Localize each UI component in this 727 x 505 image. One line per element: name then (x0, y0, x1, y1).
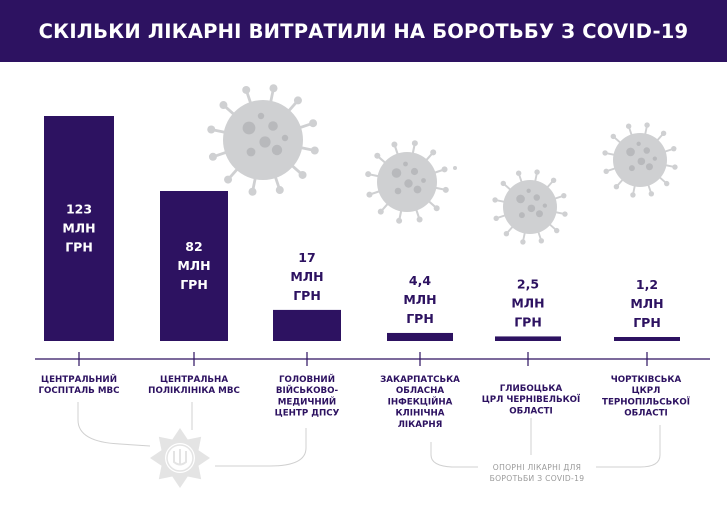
bar-value-text: МЛН (511, 295, 544, 310)
virus-small-icon (492, 169, 568, 245)
category-label-line: ЦЕНТР ДПСУ (275, 409, 340, 419)
bar-value-text: 17 (298, 250, 315, 265)
category-label-line: КЛІНІЧНА (395, 409, 444, 419)
category-label-line: ОБЛАСНА (396, 386, 445, 396)
category-label-line: ГОСПІТАЛЬ МВС (39, 386, 120, 396)
category-label-line: ЧОРТКІВСЬКА (611, 375, 682, 385)
category-label-line: ВІЙСЬКОВО- (276, 384, 339, 396)
bar-value-label-1: 82 МЛН ГРН (177, 239, 210, 292)
bar-value-text: 4,4 (409, 273, 431, 288)
bracket-left (77, 402, 151, 447)
support-caption-line: ОПОРНІ ЛІКАРНІ ДЛЯ (493, 463, 581, 472)
category-label-line: ГЛИБОЦЬКА (500, 384, 563, 394)
bracket-right (215, 428, 307, 467)
bar-value-text: ГРН (514, 314, 542, 329)
bar-value-label-3: 4,4 МЛН ГРН (403, 273, 436, 326)
category-label-line: ГОЛОВНИЙ (279, 373, 335, 385)
bar-value-text: 82 (185, 239, 202, 254)
bar-value-text: ГРН (180, 277, 208, 292)
bar-4 (495, 336, 561, 341)
virus-medium-icon (365, 140, 449, 224)
bar-value-text: МЛН (177, 258, 210, 273)
bar-value-label-5: 1,2 МЛН ГРН (630, 277, 663, 330)
bar-value-text: 2,5 (517, 276, 539, 291)
virus-small-icon (602, 122, 678, 198)
bar-value-text: МЛН (403, 292, 436, 307)
virus-illustrations (207, 84, 678, 245)
bar-value-text: 123 (66, 202, 92, 217)
category-label-line: ЛІКАРНЯ (398, 420, 443, 430)
category-label-line: ЗАКАРПАТСЬКА (380, 375, 460, 385)
category-label-line: ОБЛАСТІ (509, 406, 552, 416)
police-emblem-icon (150, 428, 210, 488)
virus-large-icon (207, 84, 319, 196)
category-label-line: ЦЕНТРАЛЬНИЙ (41, 373, 117, 385)
bracket-support-right (596, 425, 661, 468)
virus-dot-icon (453, 166, 457, 170)
bar-2 (273, 309, 341, 341)
category-label-line: ТЕРНОПІЛЬСЬКОЇ (602, 396, 690, 407)
bar-5 (614, 337, 680, 341)
group-brackets (77, 402, 661, 468)
bar-1 (160, 191, 228, 341)
bar-value-text: 1,2 (636, 277, 658, 292)
support-caption-line: БОРОТЬБИ З COVID-19 (490, 474, 585, 483)
support-hospitals-caption: ОПОРНІ ЛІКАРНІ ДЛЯ БОРОТЬБИ З COVID-19 (490, 463, 585, 483)
bar-value-text: МЛН (290, 269, 323, 284)
category-label-line: ЦРЛ ЧЕРНІВЕЛЬКОЇ (482, 394, 581, 405)
bar-3 (387, 332, 453, 341)
bar-value-label-0: 123 МЛН ГРН (62, 202, 95, 255)
bracket-support-left (430, 442, 478, 468)
bar-value-text: ГРН (293, 288, 321, 303)
category-label-line: ОБЛАСТІ (624, 409, 667, 419)
bar-0 (44, 116, 114, 341)
bar-value-text: ГРН (65, 240, 93, 255)
bar-value-text: МЛН (62, 221, 95, 236)
bar-value-label-2: 17 МЛН ГРН (290, 250, 323, 303)
category-label-line: ПОЛІКЛІНІКА МВС (148, 386, 240, 396)
bar-value-text: ГРН (406, 311, 434, 326)
bar-value-label-4: 2,5 МЛН ГРН (511, 276, 544, 329)
title-banner: СКІЛЬКИ ЛІКАРНІ ВИТРАТИЛИ НА БОРОТЬБУ З … (0, 0, 727, 62)
category-label-line: ЦКРЛ (632, 386, 661, 396)
bar-value-text: ГРН (633, 315, 661, 330)
chart-title: СКІЛЬКИ ЛІКАРНІ ВИТРАТИЛИ НА БОРОТЬБУ З … (38, 19, 689, 43)
bar-value-text: МЛН (630, 296, 663, 311)
category-label-line: МЕДИЧНИЙ (278, 395, 336, 407)
category-label-line: ІНФЕКЦІЙНА (388, 395, 453, 407)
category-label-line: ЦЕНТРАЛЬНА (160, 375, 228, 385)
